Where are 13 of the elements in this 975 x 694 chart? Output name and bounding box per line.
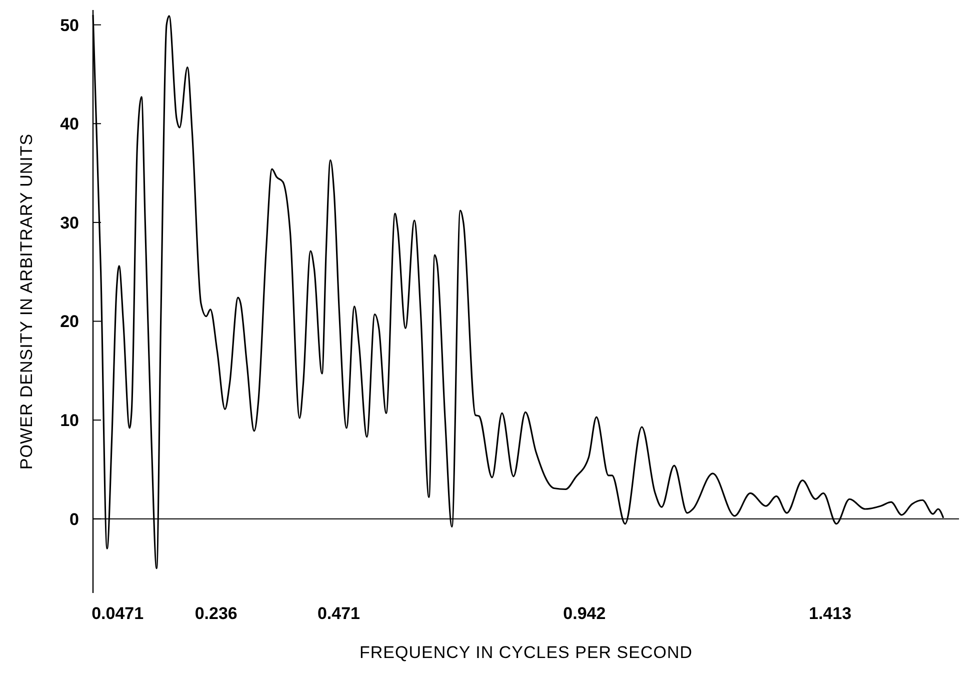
y-tick-label: 30: [60, 213, 79, 232]
x-tick-label: 0.236: [194, 604, 238, 623]
y-tick-label: 20: [60, 312, 79, 332]
x-tick-label: 0.0471: [92, 604, 144, 623]
x-axis-title: FREQUENCY IN CYCLES PER SECOND: [359, 643, 693, 662]
y-tick-label: 50: [60, 16, 79, 35]
y-tick-label: 40: [60, 114, 79, 134]
y-tick-label: 0: [70, 510, 79, 529]
y-axis-title: POWER DENSITY IN ARBITRARY UNITS: [17, 133, 36, 470]
x-tick-label: 0.942: [563, 604, 606, 623]
y-tick-label: 10: [60, 411, 79, 430]
x-tick-label: 0.471: [317, 604, 360, 623]
x-tick-label: 1.413: [808, 604, 852, 623]
